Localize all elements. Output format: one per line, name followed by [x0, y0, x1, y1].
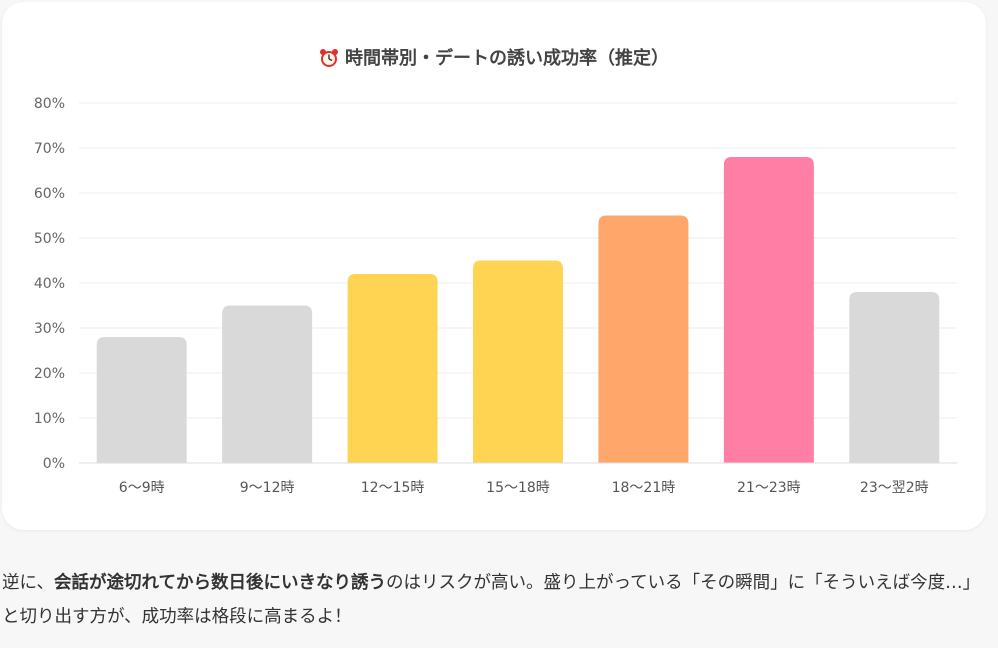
- body-text-prefix: 逆に、: [2, 573, 54, 593]
- x-tick-label: 15〜18時: [486, 480, 550, 496]
- bars: [96, 157, 940, 463]
- x-tick-label: 21〜23時: [737, 480, 801, 496]
- body-text: 逆に、会話が途切れてから数日後にいきなり誘うのはリスクが高い。盛り上がっている「…: [2, 566, 992, 634]
- bar-chart: 0% 10% 20% 30% 40% 50% 60% 70% 80% 6〜9時 9〜12時 12〜1…: [34, 96, 957, 496]
- y-tick-label: 0%: [43, 456, 65, 472]
- body-text-suffix: のはリスクが高い。盛り上がっている「その瞬間」に「そういえば今度…」と切り出す方…: [2, 573, 981, 627]
- bar: [723, 157, 814, 463]
- x-tick-label: 12〜15時: [361, 480, 425, 496]
- y-tick-label: 70%: [34, 141, 65, 157]
- alarm-clock-icon: [319, 48, 339, 73]
- y-tick-label: 20%: [34, 366, 65, 382]
- y-tick-label: 50%: [34, 231, 65, 247]
- x-tick-label: 18〜21時: [612, 480, 676, 496]
- bar: [473, 260, 563, 463]
- chart-title-text: 時間帯別・デートの誘い成功率（推定）: [345, 48, 669, 69]
- bar: [347, 274, 438, 463]
- body-text-emphasis: 会話が途切れてから数日後にいきなり誘う: [53, 573, 386, 593]
- chart-title: 時間帯別・デートの誘い成功率（推定）: [2, 44, 986, 73]
- x-axis-labels: 6〜9時 9〜12時 12〜15時 15〜18時 18〜21時 21〜23時 23〜翌2時: [119, 480, 929, 496]
- y-tick-label: 80%: [34, 96, 65, 112]
- y-tick-label: 40%: [34, 276, 65, 292]
- y-tick-label: 60%: [34, 186, 65, 202]
- bar: [598, 215, 689, 463]
- bar: [96, 337, 187, 463]
- y-tick-label: 30%: [34, 321, 65, 337]
- y-axis-ticks: 0% 10% 20% 30% 40% 50% 60% 70% 80%: [34, 96, 65, 472]
- x-tick-label: 6〜9時: [119, 480, 165, 496]
- bar: [222, 305, 313, 463]
- x-tick-label: 9〜12時: [240, 480, 295, 496]
- x-tick-label: 23〜翌2時: [860, 480, 929, 496]
- bar: [849, 292, 940, 463]
- y-tick-label: 10%: [34, 411, 65, 427]
